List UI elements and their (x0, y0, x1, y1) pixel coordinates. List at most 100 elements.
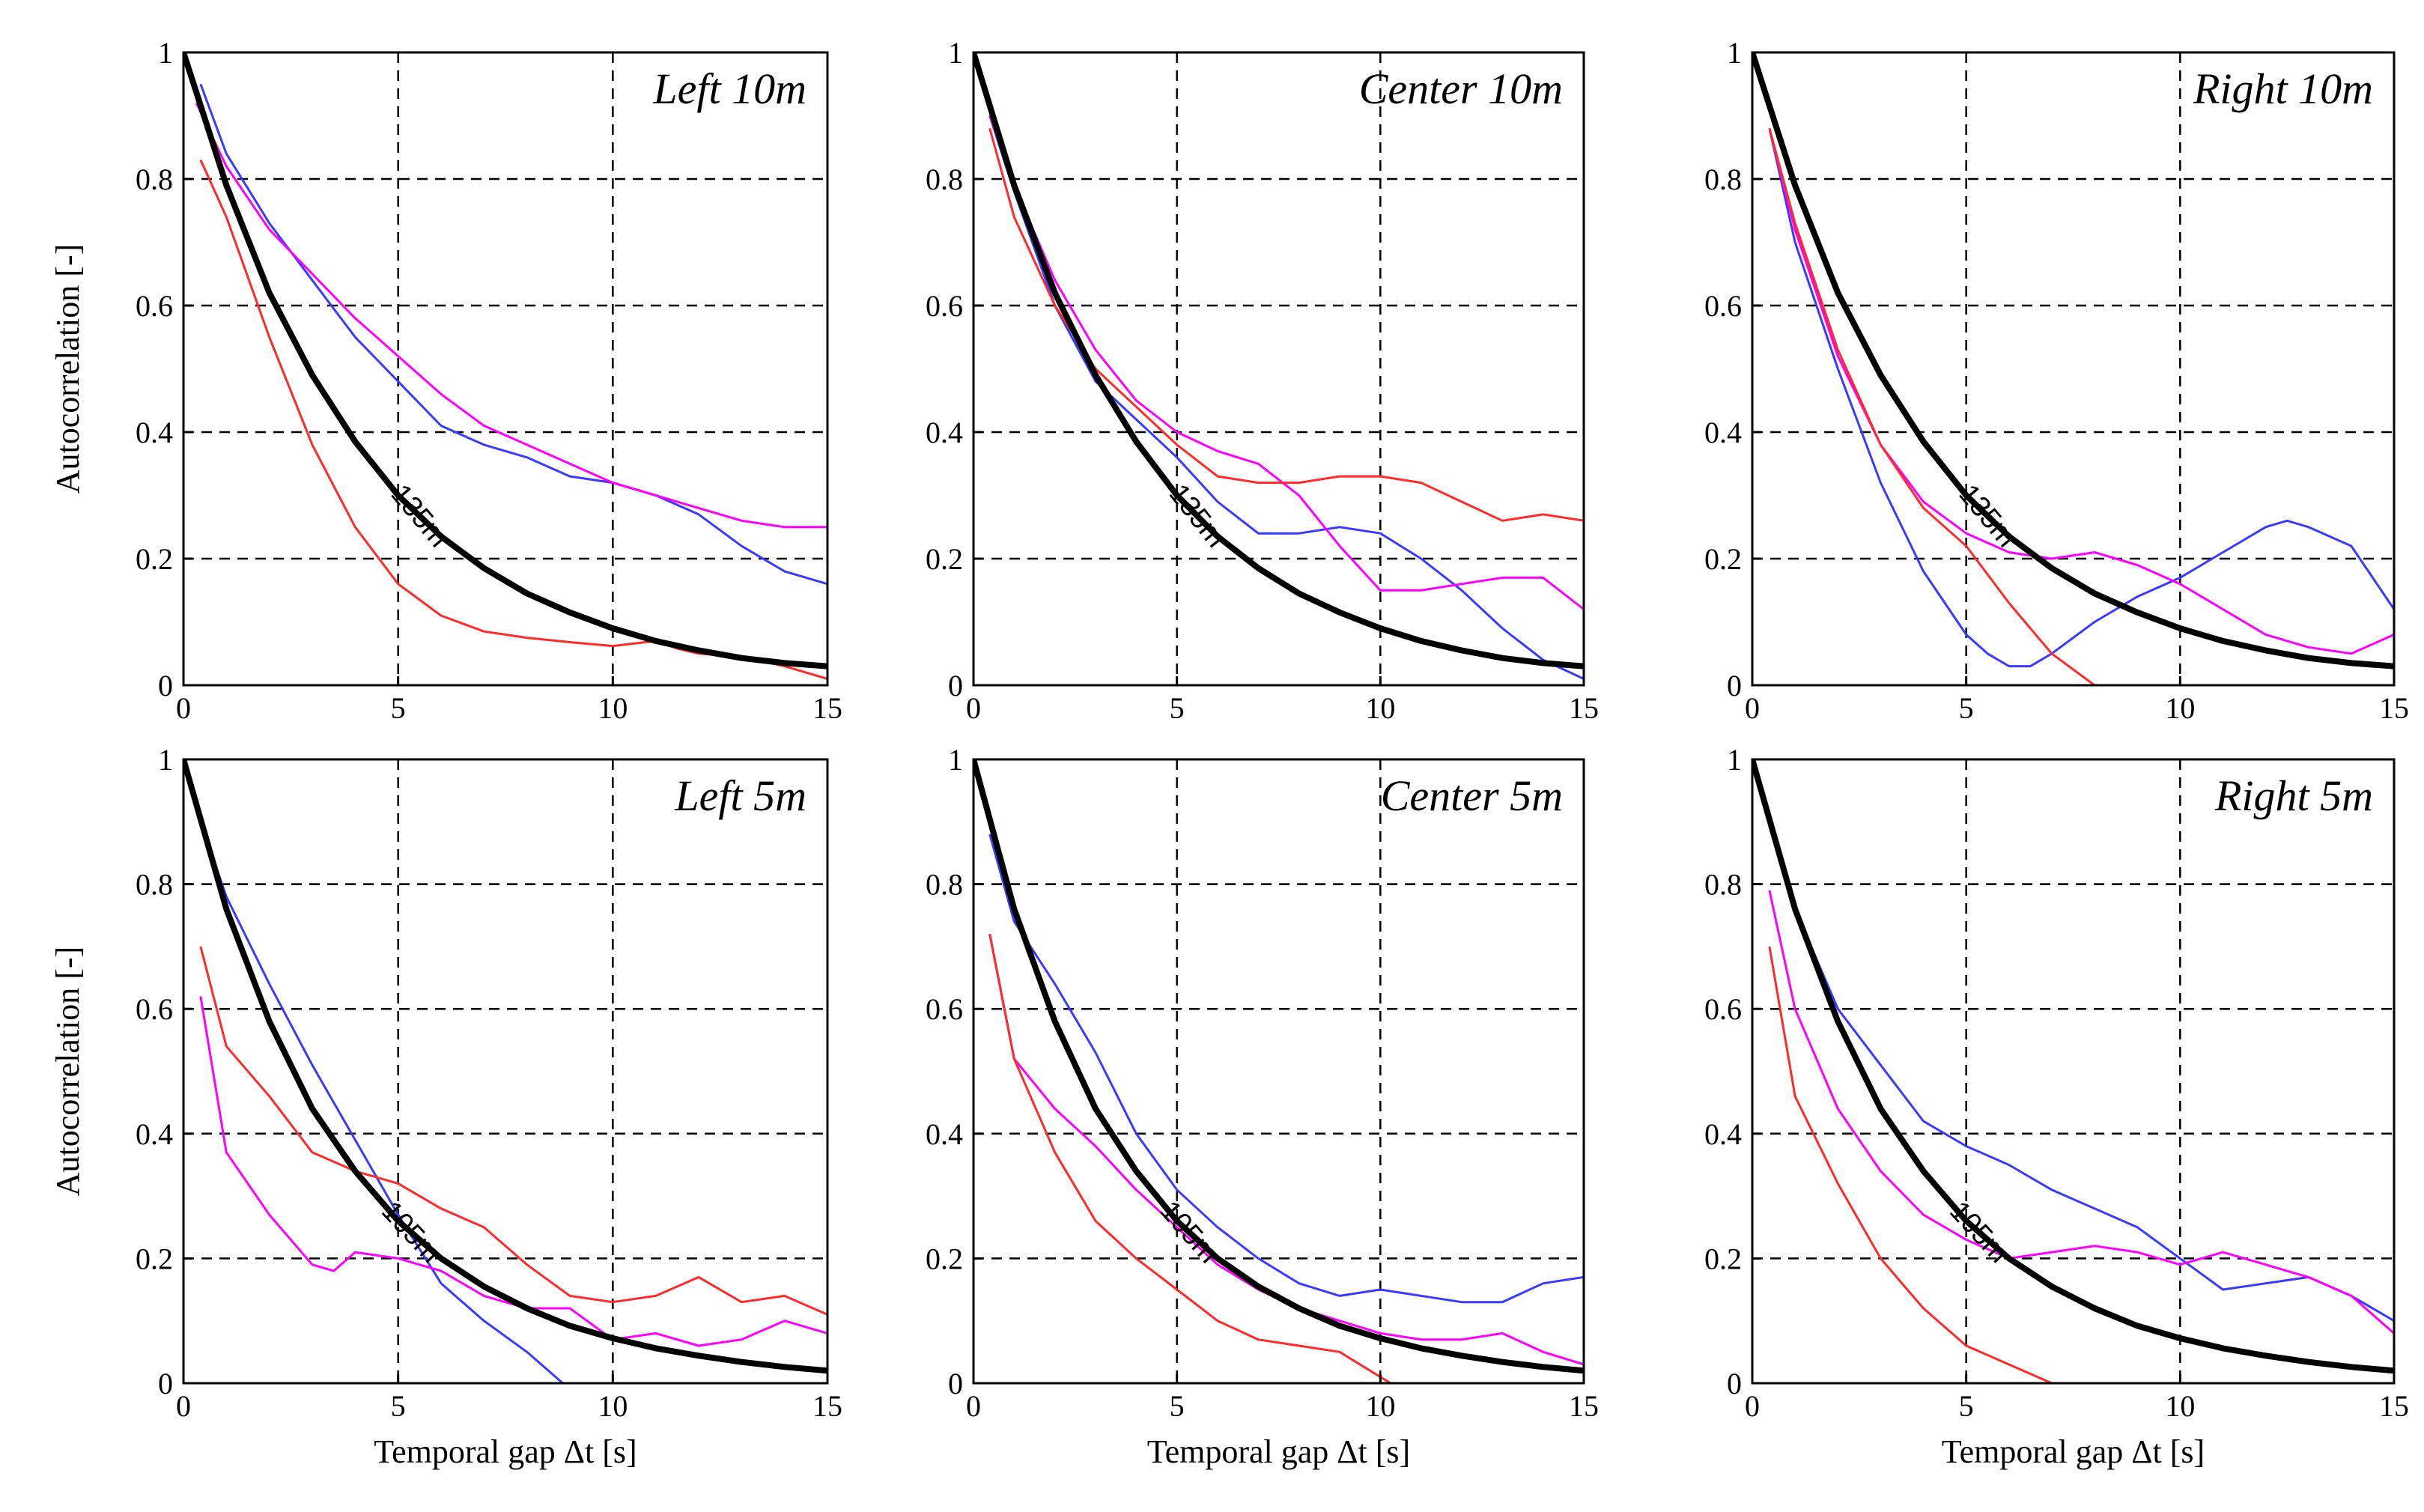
x-tick-label: 10 (2165, 691, 2195, 725)
y-axis-label: Autocorrelation [-] (49, 947, 86, 1197)
x-tick-label: 0 (1745, 1389, 1760, 1423)
series-line-red (199, 946, 827, 1316)
y-tick-label: 0.2 (1704, 542, 1742, 576)
y-tick-label: 1 (948, 36, 963, 70)
x-tick-label: 15 (2379, 1389, 2409, 1423)
y-tick-label: 0 (158, 1367, 173, 1400)
x-tick-label: 15 (1569, 1389, 1599, 1423)
y-tick-label: 1 (158, 743, 173, 777)
x-tick-label: 5 (1959, 691, 1974, 725)
x-tick-label: 5 (1170, 691, 1185, 725)
y-tick-label: 0.8 (1704, 163, 1742, 196)
series-line-magenta (199, 996, 827, 1347)
plot-area (973, 52, 1584, 685)
series-line-red (1768, 946, 2053, 1383)
y-tick-label: 0.4 (136, 416, 173, 449)
x-tick-label: 15 (812, 691, 842, 725)
x-tick-label: 5 (1170, 1389, 1185, 1423)
y-tick-label: 0 (1727, 669, 1742, 702)
y-tick-label: 0.2 (926, 1242, 963, 1275)
y-tick-label: 0.8 (926, 868, 963, 902)
x-axis-label: Temporal gap Δt [s] (1942, 1433, 2205, 1470)
x-tick-label: 5 (391, 691, 406, 725)
series-line-black (1752, 759, 2394, 1374)
series-line-magenta (195, 102, 827, 529)
series-line-blue (1764, 809, 2394, 1322)
plot-area (183, 52, 827, 685)
panel-title: Center 5m (1381, 771, 1563, 820)
x-tick-label: 0 (966, 691, 981, 725)
series-line-blue (988, 834, 1584, 1304)
plot-area (973, 759, 1584, 1383)
y-tick-label: 0.4 (1704, 416, 1742, 449)
y-tick-label: 0.8 (1704, 868, 1742, 902)
plot-frame (972, 51, 1585, 687)
series-line-magenta (1768, 128, 2394, 655)
y-tick-label: 0.6 (1704, 289, 1742, 323)
x-tick-label: 0 (1745, 691, 1760, 725)
series-line-black (973, 52, 1584, 670)
x-tick-label: 5 (391, 1389, 406, 1423)
x-tick-label: 15 (812, 1389, 842, 1423)
y-tick-label: 0.6 (136, 992, 173, 1026)
plot-frame (1751, 51, 2396, 687)
y-tick-label: 0.2 (926, 542, 963, 576)
y-axis-label: Autocorrelation [-] (49, 244, 86, 494)
plot-frame (1751, 758, 2396, 1385)
y-tick-label: 0.4 (926, 416, 963, 449)
x-axis-label: Temporal gap Δt [s] (1147, 1433, 1410, 1470)
series-line-black (183, 52, 827, 670)
y-tick-label: 0.8 (926, 163, 963, 196)
y-tick-label: 0.2 (136, 542, 173, 576)
y-tick-label: 0.8 (136, 868, 173, 902)
y-tick-label: 0.4 (1704, 1117, 1742, 1151)
x-tick-label: 10 (1365, 1389, 1395, 1423)
panel-title: Right 5m (2214, 771, 2373, 820)
plot-frame (182, 51, 829, 687)
x-tick-label: 0 (176, 691, 191, 725)
y-tick-label: 0 (1727, 1367, 1742, 1400)
series-line-red (988, 933, 1393, 1383)
y-tick-label: 1 (1727, 743, 1742, 777)
x-tick-label: 0 (966, 1389, 981, 1423)
panel-title: Left 10m (652, 64, 807, 113)
y-tick-label: 0 (158, 669, 173, 702)
x-tick-label: 10 (1365, 691, 1395, 725)
panel-title: Center 10m (1359, 64, 1563, 113)
y-tick-label: 0 (948, 1367, 963, 1400)
y-tick-label: 0.4 (136, 1117, 173, 1151)
panel-title: Left 5m (674, 771, 807, 820)
plot-frame (182, 758, 829, 1385)
y-tick-label: 0.2 (136, 1242, 173, 1275)
plot-area (183, 759, 827, 1383)
x-tick-label: 10 (2165, 1389, 2195, 1423)
y-tick-label: 0.6 (136, 289, 173, 323)
x-tick-label: 15 (2379, 691, 2409, 725)
x-tick-label: 5 (1959, 1389, 1974, 1423)
series-line-magenta (988, 115, 1584, 610)
series-line-magenta (1768, 890, 2394, 1335)
y-tick-label: 0.8 (136, 163, 173, 196)
y-tick-label: 0.6 (926, 289, 963, 323)
series-line-red (1768, 128, 2095, 685)
x-tick-label: 15 (1569, 691, 1599, 725)
series-line-black (1752, 52, 2394, 670)
panel-title: Right 10m (2193, 64, 2373, 113)
x-tick-label: 10 (598, 1389, 628, 1423)
plot-frame (972, 758, 1585, 1385)
y-tick-label: 0.2 (1704, 1242, 1742, 1275)
x-axis-label: Temporal gap Δt [s] (374, 1433, 637, 1470)
y-tick-label: 0 (948, 669, 963, 702)
series-line-black (973, 759, 1584, 1374)
y-tick-label: 1 (1727, 36, 1742, 70)
y-tick-label: 1 (158, 36, 173, 70)
plot-area (1752, 52, 2394, 685)
y-tick-label: 0.4 (926, 1117, 963, 1151)
